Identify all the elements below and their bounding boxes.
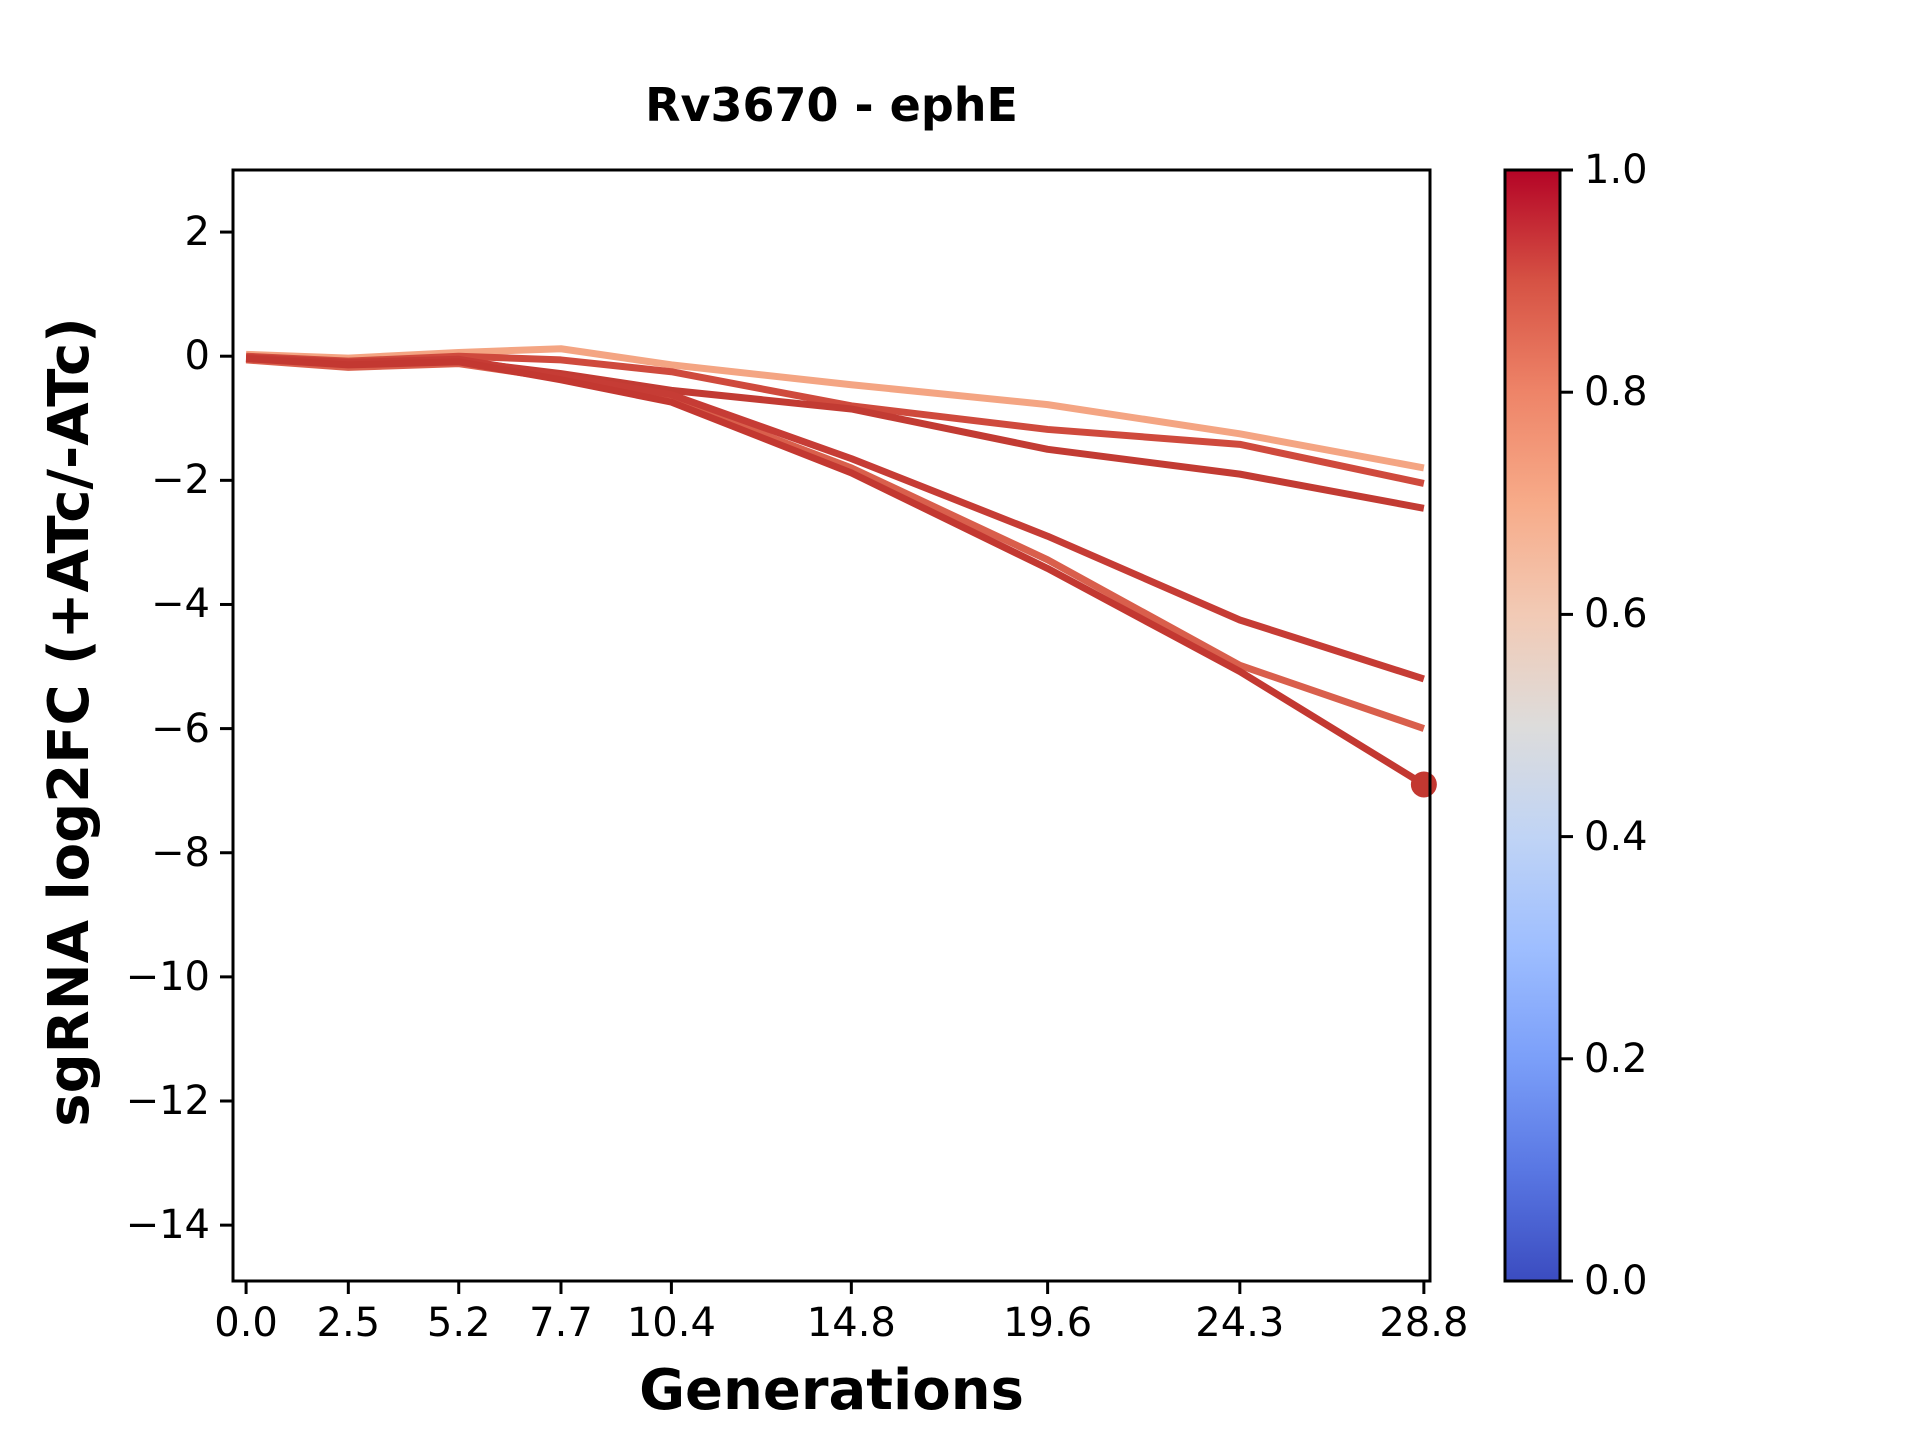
chart-title: Rv3670 - ephE [645,78,1018,132]
x-axis-label: Generations [639,1358,1024,1423]
series-end-marker [1410,771,1437,798]
series-line-sgRNA-6 [245,355,1426,788]
